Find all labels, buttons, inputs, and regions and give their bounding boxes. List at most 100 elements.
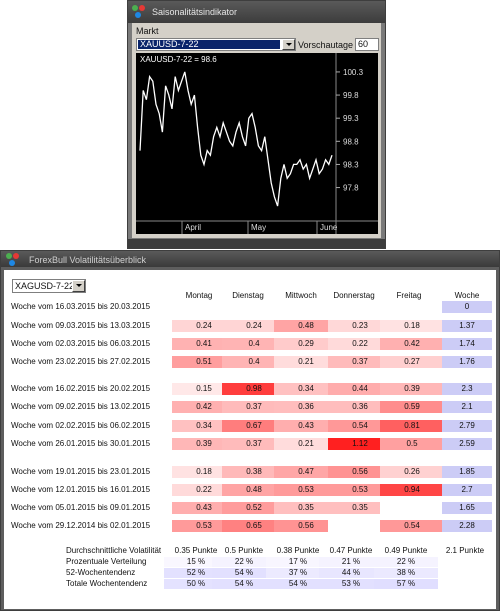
table-cell: 0.24 [222,320,286,332]
table-cell: 0.48 [222,484,286,496]
table-cell: 0.37 [222,438,286,450]
summary-cell: 0.49 Punkte [384,546,428,555]
vorschautage-input[interactable]: 60 [355,38,379,51]
row-label: Woche vom 09.03.2015 bis 13.03.2015 [11,321,151,330]
table-cell: 0.4 [222,356,286,368]
summary-cell: 22 % [374,557,438,567]
table-cell: 0.47 [274,466,338,478]
table-cell: 0.24 [172,320,236,332]
table-cell: 0.65 [222,520,286,532]
summary-cell: 2.1 Punkte [445,546,485,555]
table-cell: 0.81 [380,420,444,432]
row-label: Woche vom 16.03.2015 bis 20.03.2015 [11,302,151,311]
summary-cell: 52 % [164,568,228,578]
table-cell [380,502,444,514]
table-cell: 0.67 [222,420,286,432]
week-total-cell: 1.85 [442,466,492,478]
table-cell: 0.35 [328,502,392,514]
chevron-down-icon[interactable] [72,280,85,292]
week-total-cell: 2.7 [442,484,492,496]
table-cell: 0.94 [380,484,444,496]
x-tick-label: June [320,223,338,232]
table-cell: 0.22 [328,338,392,350]
table-cell [172,301,236,313]
table-cell: 0.38 [222,466,286,478]
table-cell: 0.18 [380,320,444,332]
summary-cell: 0.35 Punkte [174,546,218,555]
table-cell: 0.36 [274,401,338,413]
table-cell: 0.34 [274,383,338,395]
table-cell: 1.12 [328,438,392,450]
app-logo-icon[interactable] [6,253,20,267]
y-tick-label: 99.8 [343,91,359,100]
row-label: Woche vom 02.02.2015 bis 06.02.2015 [11,421,151,430]
week-total-cell: 1.76 [442,356,492,368]
chevron-down-icon[interactable] [282,39,295,50]
table-cell [380,301,444,313]
summary-cell: 54 % [266,579,330,589]
summary-cell: 0.47 Punkte [329,546,373,555]
table-cell: 0.37 [328,356,392,368]
row-label: Woche vom 29.12.2014 bis 02.01.2015 [11,521,151,530]
row-label: Woche vom 23.02.2015 bis 27.02.2015 [11,357,151,366]
week-total-cell: 2.28 [442,520,492,532]
summary-cell: 0.5 Punkte [224,546,264,555]
week-total-cell: 2.79 [442,420,492,432]
window-title: Saisonalitätsindikator [152,7,238,17]
y-tick-label: 99.3 [343,114,359,123]
table-cell: 0.59 [380,401,444,413]
table-cell: 0.18 [172,466,236,478]
table-cell: 0.36 [328,401,392,413]
summary-label: Durchschnittliche Volatilität [66,546,162,555]
summary-cell: 17 % [266,557,330,567]
table-cell: 0.54 [328,420,392,432]
app-logo-icon[interactable] [132,5,146,19]
table-cell: 0.27 [380,356,444,368]
column-header-dienstag: Dienstag [232,291,264,300]
table-cell [328,301,392,313]
table-cell [274,301,338,313]
volatility-titlebar[interactable]: ForexBull Volatilitätsüberblick [1,251,499,267]
row-label: Woche vom 19.01.2015 bis 23.01.2015 [11,467,151,476]
seasonality-titlebar[interactable]: Saisonalitätsindikator [128,1,385,23]
symbol-selected-value: XAGUSD-7-22 [15,281,75,291]
week-total-cell: 2.1 [442,401,492,413]
markt-dropdown[interactable]: XAUUSD-7-22 [136,38,296,51]
week-total-cell: 2.59 [442,438,492,450]
vorschautage-label: Vorschautage [298,40,354,50]
table-cell: 0.53 [328,484,392,496]
week-total-cell: 2.3 [442,383,492,395]
table-cell [222,301,286,313]
summary-cell: 50 % [164,579,228,589]
summary-cell: 15 % [164,557,228,567]
symbol-dropdown[interactable]: XAGUSD-7-22 [12,279,86,293]
summary-cell: 44 % [319,568,383,578]
row-label: Woche vom 16.02.2015 bis 20.02.2015 [11,384,151,393]
window-title: ForexBull Volatilitätsüberblick [29,255,147,265]
table-cell: 0.15 [172,383,236,395]
table-cell: 0.22 [172,484,236,496]
table-cell: 0.34 [172,420,236,432]
chart-legend: XAUUSD-7-22 = 98.6 [140,55,217,64]
table-cell: 0.26 [380,466,444,478]
x-tick-label: April [185,223,201,232]
volatility-window: ForexBull Volatilitätsüberblick XAGUSD-7… [0,250,500,611]
summary-cell: 38 % [374,568,438,578]
table-cell: 0.44 [328,383,392,395]
week-total-cell: 1.37 [442,320,492,332]
table-cell: 0.35 [274,502,338,514]
table-cell: 0.56 [274,520,338,532]
row-label: Woche vom 05.01.2015 bis 09.01.2015 [11,503,151,512]
table-cell: 0.43 [274,420,338,432]
summary-label: 52-Wochentendenz [66,568,136,577]
row-label: Woche vom 09.02.2015 bis 13.02.2015 [11,402,151,411]
table-cell: 0.21 [274,356,338,368]
table-cell: 0.5 [380,438,444,450]
table-cell: 0.39 [172,438,236,450]
summary-cell: 22 % [212,557,276,567]
table-cell: 0.42 [172,401,236,413]
summary-label: Totale Wochentendenz [66,579,148,588]
summary-cell: 0.38 Punkte [276,546,320,555]
table-cell: 0.29 [274,338,338,350]
summary-cell: 21 % [319,557,383,567]
